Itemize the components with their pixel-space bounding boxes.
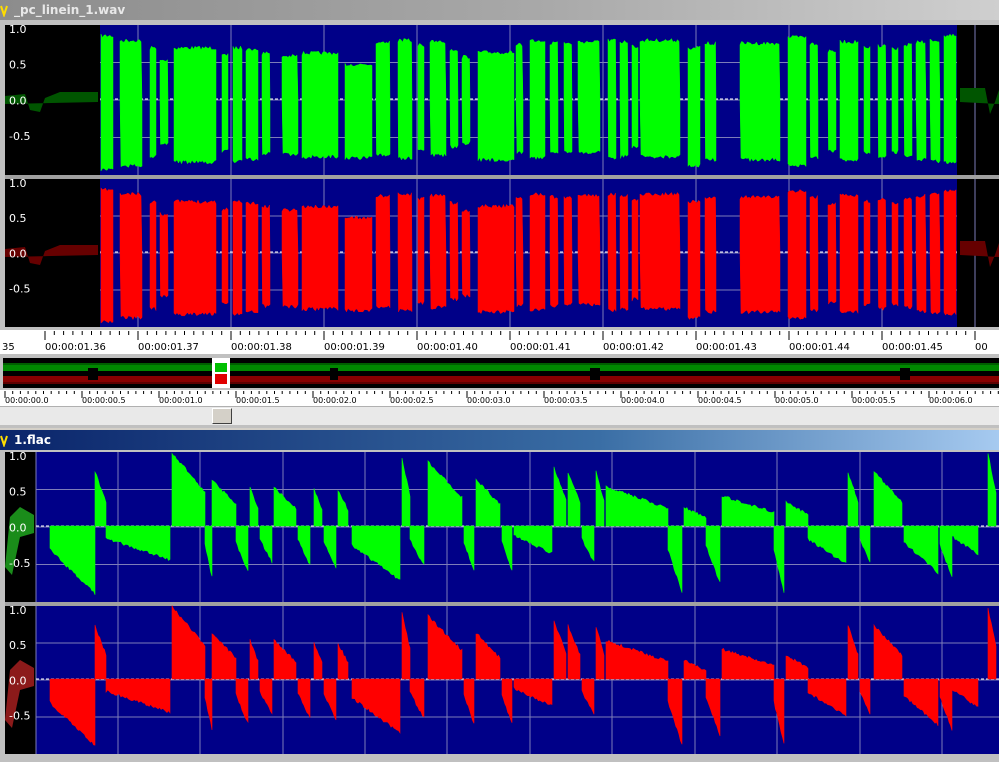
y-axis-label: -0.5 — [9, 557, 30, 570]
y-axis-label: 1.0 — [9, 177, 27, 190]
y-axis-label: 0.0 — [9, 521, 27, 534]
horizontal-scrollbar[interactable] — [0, 406, 999, 425]
y-axis-label: 0.5 — [9, 59, 27, 72]
overview-ruler-tick-label: 00:00:06.0 — [929, 396, 973, 405]
y-axis-labels-2: 1.0 0.5 0.0 -0.5 1.0 0.5 0.0 -0.5 — [9, 450, 30, 723]
overview-ruler-tick-label: 00:00:03.0 — [467, 396, 511, 405]
y-axis-label: 0.0 — [9, 674, 27, 687]
overview-ruler-tick-label: 00:00:04.5 — [698, 396, 742, 405]
time-ruler-tick-label: 00:00:01.41 — [510, 342, 571, 353]
y-axis-labels: 1.0 0.5 0.0 -0.5 1.0 0.5 0.0 -0.5 — [9, 23, 30, 296]
y-axis-label: -0.5 — [9, 283, 30, 296]
y-axis-label: 0.0 — [9, 247, 27, 260]
time-ruler-tick-label: 00:00:01.39 — [324, 342, 385, 353]
time-ruler-tick-label: 00:00:01.43 — [696, 342, 757, 353]
channel-divider-2[interactable] — [5, 602, 999, 606]
overview-ruler-tick-label: 00:00:00.0 — [5, 396, 49, 405]
y-axis-label: 0.5 — [9, 486, 27, 499]
right-channel-pane-2[interactable] — [5, 605, 999, 754]
left-channel-waveform-2 — [5, 452, 997, 595]
y-axis-label: 0.5 — [9, 639, 27, 652]
scrollbar-thumb[interactable] — [212, 408, 232, 424]
overview-ruler-tick-label: 00:00:01.0 — [159, 396, 203, 405]
right-channel-pane[interactable] — [5, 179, 999, 327]
flac-file-icon — [0, 435, 8, 447]
overview-ruler-tick-label: 00:00:05.0 — [775, 396, 819, 405]
time-ruler-tick-label: 00:00:01.40 — [417, 342, 478, 353]
time-ruler-tick-label: 00:00:01.44 — [789, 342, 850, 353]
time-ruler-partial-label: 35 — [2, 342, 15, 353]
overview-ruler-tick-label: 00:00:02.5 — [390, 396, 434, 405]
y-axis-label: 1.0 — [9, 604, 27, 617]
left-channel-waveform — [5, 33, 999, 172]
time-ruler-tick-label: 00:00:01.38 — [231, 342, 292, 353]
time-ruler-tick-label: 00:00:01.45 — [882, 342, 943, 353]
y-axis-label: 1.0 — [9, 23, 27, 36]
y-axis-label: 1.0 — [9, 450, 27, 463]
wave-editor-window-2: 1.flac 1.0 0.5 0.0 -0.5 1.0 0.5 0.0 -0.5 — [0, 430, 999, 762]
overview-time-ruler: 00:00:00.0 00:00:00.5 00:00:01.0 00:00:01.5… — [0, 390, 999, 406]
wave-file-icon — [0, 5, 8, 17]
y-axis-label: -0.5 — [9, 130, 30, 143]
window-2-title: 1.flac — [14, 433, 52, 447]
wave-editor-window-1: _pc_linein_1.wav 1.0 0.5 0.0 -0.5 1.0 0.5 0.0 -… — [0, 0, 999, 428]
time-ruler[interactable]: 35 00:00:01.36 00:00:01.37 00:00:01.38 00:00… — [0, 330, 999, 354]
left-channel-pane-2[interactable] — [5, 452, 999, 602]
time-ruler-tick-label: 00:00:01.36 — [45, 342, 106, 353]
window-1-title: _pc_linein_1.wav — [14, 3, 126, 17]
time-ruler-tick-label: 00:00:01.37 — [138, 342, 199, 353]
y-axis-label: 0.5 — [9, 212, 27, 225]
time-ruler-tick-label: 00:00:01.42 — [603, 342, 664, 353]
window-2-canvas[interactable]: 1.0 0.5 0.0 -0.5 1.0 0.5 0.0 -0.5 — [0, 450, 999, 762]
overview-ruler-tick-label: 00:00:00.5 — [82, 396, 126, 405]
y-axis-label: 0.0 — [9, 94, 27, 107]
right-channel-waveform — [5, 187, 999, 324]
window-2-titlebar[interactable]: 1.flac — [0, 430, 999, 450]
overview-strip[interactable] — [0, 356, 999, 390]
overview-ruler-tick-label: 00:00:01.5 — [236, 396, 280, 405]
window-1-titlebar[interactable]: _pc_linein_1.wav — [0, 0, 999, 20]
overview-ruler-tick-label: 00:00:03.5 — [544, 396, 588, 405]
left-channel-pane[interactable] — [5, 25, 999, 175]
window-1-canvas[interactable]: 1.0 0.5 0.0 -0.5 1.0 0.5 0.0 -0.5 35 00:00:01.36… — [0, 20, 999, 428]
overview-ruler-tick-label: 00:00:05.5 — [852, 396, 896, 405]
overview-ruler-tick-label: 00:00:02.0 — [313, 396, 357, 405]
channel-divider[interactable] — [5, 175, 999, 179]
right-channel-waveform-2 — [5, 605, 997, 746]
overview-ruler-tick-label: 00:00:04.0 — [621, 396, 665, 405]
y-axis-label: -0.5 — [9, 710, 30, 723]
time-ruler-tick-label: 00 — [975, 342, 988, 353]
